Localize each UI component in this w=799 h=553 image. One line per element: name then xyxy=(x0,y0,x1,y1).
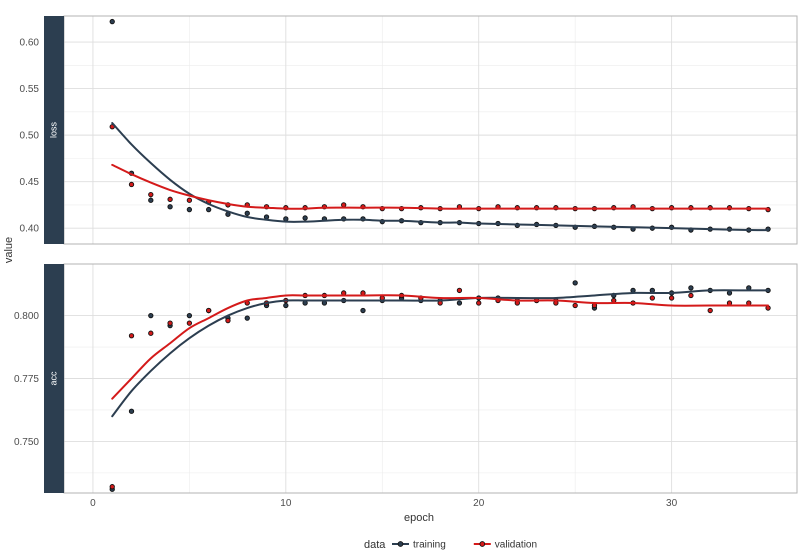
smooth-line-training xyxy=(111,289,770,418)
data-point-training xyxy=(186,206,193,213)
series-points-validation xyxy=(109,287,771,490)
legend-item-training: training xyxy=(392,540,446,551)
y-tick-label: 0.55 xyxy=(20,84,40,95)
data-point-training xyxy=(302,215,308,221)
data-point-validation xyxy=(649,295,655,301)
panel-loss: loss 0.40 0.45 0.50 0.55 0.60 xyxy=(20,15,798,245)
data-point-validation xyxy=(225,317,231,324)
y-tick-label: 0.45 xyxy=(20,177,40,188)
data-point-training xyxy=(283,302,289,309)
smooth-line-validation xyxy=(111,294,770,400)
legend-title: data xyxy=(364,539,386,551)
data-point-training xyxy=(167,204,173,210)
legend-swatch-point xyxy=(397,541,404,547)
x-axis-title: epoch xyxy=(404,512,434,524)
y-axis-title: value xyxy=(3,237,15,263)
data-point-training xyxy=(128,408,135,414)
data-point-training xyxy=(244,315,250,321)
data-point-validation xyxy=(688,292,694,299)
data-point-training xyxy=(263,214,270,220)
data-point-validation xyxy=(167,196,173,202)
data-point-training xyxy=(456,300,463,306)
data-point-validation xyxy=(707,307,713,314)
data-point-validation xyxy=(341,202,347,208)
data-point-training xyxy=(572,280,578,286)
panel-background xyxy=(64,16,797,244)
data-point-validation xyxy=(572,302,578,309)
data-point-validation xyxy=(206,307,212,314)
smooth-line-training xyxy=(111,122,770,232)
data-point-training xyxy=(360,307,366,314)
legend-items: training validation xyxy=(392,540,537,551)
y-tick-label: 0.800 xyxy=(14,311,39,322)
x-tick-label: 0 xyxy=(90,498,96,509)
data-point-validation xyxy=(186,320,193,326)
gridlines xyxy=(64,264,797,493)
x-tick-label: 10 xyxy=(280,498,292,509)
legend-label: training xyxy=(413,540,446,551)
facet-strip xyxy=(44,16,64,244)
legend-label: validation xyxy=(495,540,537,551)
legend-item-validation: validation xyxy=(473,540,537,551)
facet-strip-label: loss xyxy=(48,122,58,139)
data-point-validation xyxy=(167,320,173,326)
data-point-training xyxy=(244,210,250,216)
y-tick-label: 0.750 xyxy=(14,437,39,448)
data-point-validation xyxy=(148,330,154,336)
y-tick-label: 0.50 xyxy=(20,131,40,142)
data-point-validation xyxy=(476,300,482,306)
data-point-training xyxy=(283,216,289,222)
data-point-validation xyxy=(128,181,135,188)
data-point-training xyxy=(109,18,115,25)
data-point-validation xyxy=(109,484,115,490)
data-point-training xyxy=(726,290,733,296)
x-tick-label: 30 xyxy=(666,498,678,509)
data-point-validation xyxy=(668,295,675,301)
data-point-validation xyxy=(128,333,135,339)
data-point-training xyxy=(688,285,694,291)
legend-swatch-point xyxy=(479,541,486,547)
facet-strip-label: acc xyxy=(48,371,58,386)
data-point-validation xyxy=(186,197,193,203)
data-point-validation xyxy=(148,192,154,198)
y-tick-label: 0.775 xyxy=(14,374,39,385)
smooth-line-validation xyxy=(111,163,770,210)
facet-strip xyxy=(44,264,64,493)
data-point-training xyxy=(148,197,154,203)
data-point-training xyxy=(186,312,193,319)
data-point-validation xyxy=(456,287,463,294)
x-axis: 0 10 20 30 xyxy=(90,498,677,509)
y-tick-label: 0.60 xyxy=(20,38,40,49)
x-tick-label: 20 xyxy=(473,498,485,509)
panel-acc: acc 0.750 0.775 0.800 xyxy=(14,263,798,494)
data-point-training xyxy=(148,312,154,319)
data-point-training xyxy=(206,206,212,213)
y-tick-label: 0.40 xyxy=(20,224,40,235)
legend: data training validation xyxy=(364,539,537,551)
panels: loss 0.40 0.45 0.50 0.55 0.60 acc 0.750 0.775 0.8… xyxy=(14,15,798,509)
